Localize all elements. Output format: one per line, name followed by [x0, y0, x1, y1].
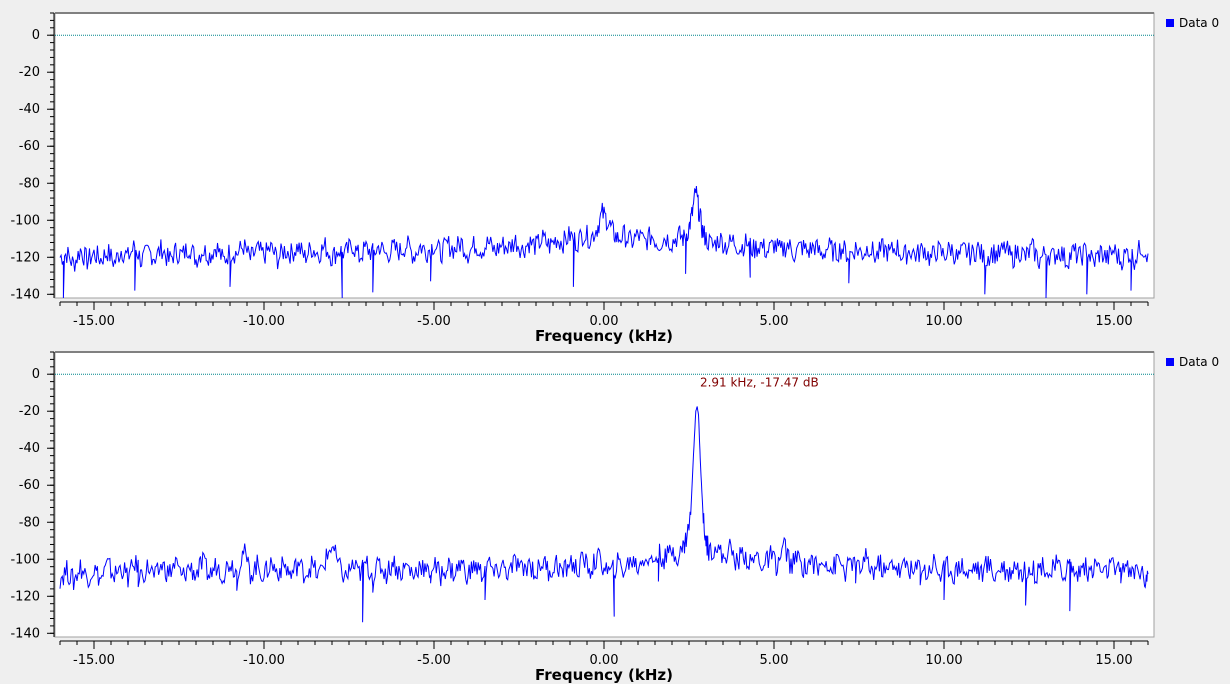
y-tick-label: -60	[19, 478, 40, 493]
y-tick-label: -40	[19, 441, 40, 456]
x-tick-label: -15.00	[73, 653, 115, 668]
x-tick-label: 0.00	[590, 653, 619, 668]
legend-swatch	[1166, 358, 1174, 366]
x-tick-label: -5.00	[417, 653, 451, 668]
peak-marker-label: 2.91 kHz, -17.47 dB	[700, 376, 819, 390]
legend-top[interactable]: Data 0	[1166, 16, 1219, 30]
plot-area	[54, 351, 1155, 638]
legend-label: Data 0	[1179, 16, 1220, 30]
spectrum-plot-top: 0 -20 -40 -60 -80 -100 -120 -140 -15.00 -10.00 -5.…	[10, 12, 1155, 345]
x-tick-label: -10.00	[243, 314, 285, 329]
y-tick-label: -80	[19, 515, 40, 530]
plot-area	[54, 12, 1155, 299]
x-axis-title: Frequency (kHz)	[535, 666, 673, 684]
x-tick-label: 5.00	[760, 653, 789, 668]
y-tick-label: -40	[19, 102, 40, 117]
x-tick-label: 0.00	[590, 314, 619, 329]
y-tick-label: -120	[10, 589, 40, 604]
spectrum-plot-bottom: 0 -20 -40 -60 -80 -100 -120 -140 -15.00 -10.00 -5.…	[10, 351, 1155, 684]
x-tick-label: -15.00	[73, 314, 115, 329]
y-tick-label: -100	[10, 552, 40, 567]
legend-label: Data 0	[1179, 355, 1220, 369]
x-tick-label: 15.00	[1095, 653, 1132, 668]
legend-swatch	[1166, 19, 1174, 27]
y-tick-label: -80	[19, 176, 40, 191]
y-tick-label: -20	[19, 404, 40, 419]
x-tick-label: -10.00	[243, 653, 285, 668]
series-line	[59, 185, 1149, 299]
x-tick-label: -5.00	[417, 314, 451, 329]
x-tick-label: 5.00	[760, 314, 789, 329]
legend-bottom[interactable]: Data 0	[1166, 355, 1219, 369]
y-tick-label: -140	[10, 626, 40, 641]
x-tick-label: 15.00	[1095, 314, 1132, 329]
x-axis-title: Frequency (kHz)	[535, 327, 673, 345]
x-tick-label: 10.00	[925, 653, 962, 668]
y-tick-label: -140	[10, 287, 40, 302]
y-tick-label: -120	[10, 250, 40, 265]
y-tick-label: -20	[19, 65, 40, 80]
y-tick-label: 0	[32, 28, 40, 43]
series-line	[59, 406, 1149, 623]
x-tick-label: 10.00	[925, 314, 962, 329]
y-tick-label: -100	[10, 213, 40, 228]
y-tick-label: -60	[19, 139, 40, 154]
y-tick-label: 0	[32, 367, 40, 382]
